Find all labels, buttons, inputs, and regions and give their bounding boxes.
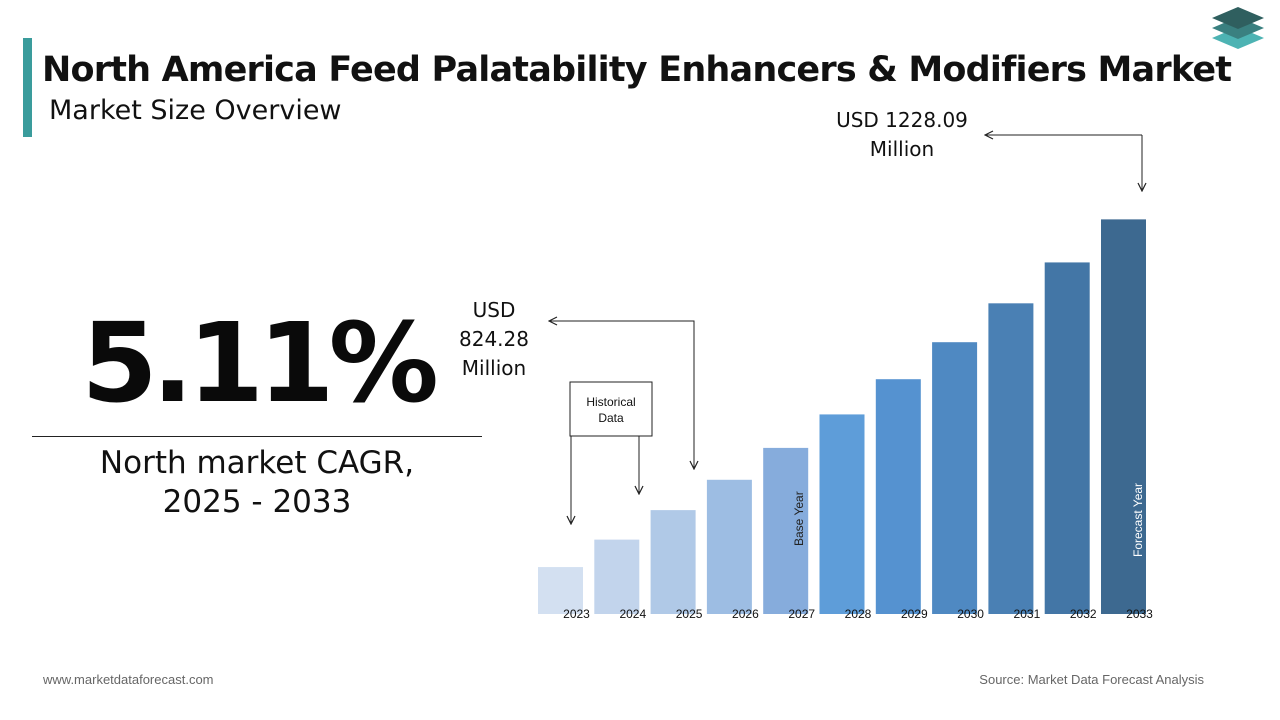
bar-2027	[763, 447, 809, 614]
end-value-label: USD 1228.09	[836, 108, 968, 132]
x-tick-label: 2033	[1126, 607, 1153, 621]
bar-2025	[650, 510, 696, 614]
cagr-divider	[32, 436, 482, 437]
bar-2030	[932, 342, 978, 614]
cagr-label-line2: 2025 - 2033	[162, 484, 352, 520]
x-tick-label: 2027	[788, 607, 815, 621]
start-value-label: 824.28	[459, 327, 529, 351]
x-tick-label: 2030	[957, 607, 984, 621]
x-tick-label: 2029	[901, 607, 928, 621]
x-tick-label: 2025	[676, 607, 703, 621]
bar-2023	[538, 567, 583, 614]
brand-logo-icon	[1212, 7, 1264, 49]
title-accent-bar	[23, 38, 32, 137]
start-value-arrow	[549, 321, 695, 468]
historical-data-box	[569, 381, 653, 437]
footer-website: www.marketdataforecast.com	[43, 672, 214, 687]
bar-2024	[594, 539, 640, 614]
start-value-label: USD	[473, 298, 516, 322]
base-year-label: Base Year	[792, 491, 806, 546]
x-tick-label: 2024	[619, 607, 646, 621]
start-value-label: Million	[462, 356, 526, 380]
footer-source: Source: Market Data Forecast Analysis	[979, 672, 1204, 687]
bar-2032	[1044, 262, 1090, 614]
bar-2028	[819, 414, 865, 614]
bar-2026	[706, 479, 752, 614]
bar-2033	[1101, 219, 1146, 615]
bar-2031	[988, 303, 1034, 614]
cagr-label-line1: North market CAGR,	[99, 445, 415, 481]
x-tick-label: 2032	[1070, 607, 1097, 621]
historical-data-label: Historical	[586, 395, 635, 409]
forecast-year-label: Forecast Year	[1131, 483, 1145, 557]
bar-2029	[875, 379, 921, 614]
x-tick-label: 2028	[845, 607, 872, 621]
x-tick-label: 2031	[1014, 607, 1041, 621]
x-tick-label: 2023	[563, 607, 590, 621]
end-value-label: Million	[870, 137, 934, 161]
cagr-value: 5.11%	[81, 299, 439, 427]
page-subtitle: Market Size Overview	[49, 95, 342, 126]
page-title: North America Feed Palatability Enhancer…	[42, 50, 1232, 90]
cagr-label: North market CAGR, 2025 - 2033	[32, 444, 482, 522]
historical-data-label: Data	[598, 411, 624, 425]
x-tick-label: 2026	[732, 607, 759, 621]
